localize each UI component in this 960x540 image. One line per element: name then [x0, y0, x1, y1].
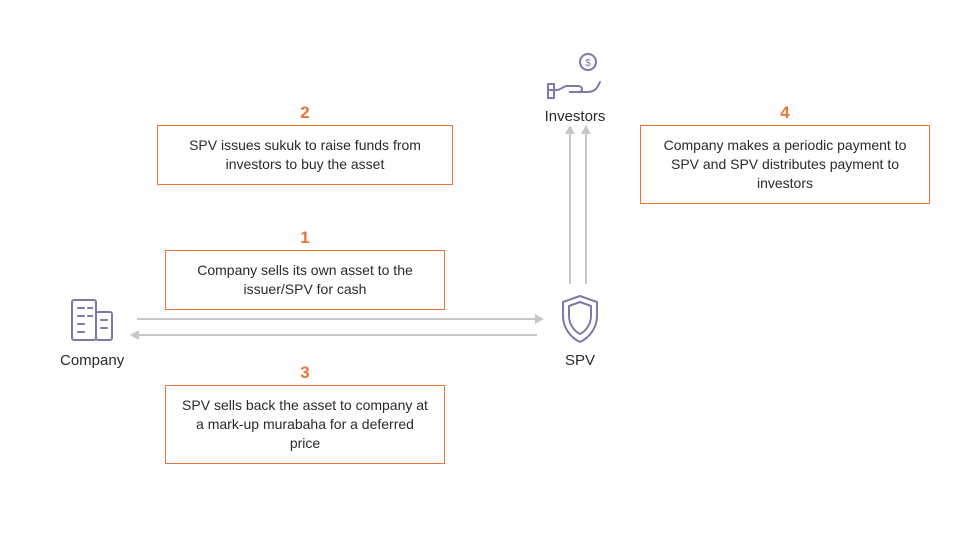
- step-4-number: 4: [770, 103, 800, 123]
- step-3-number: 3: [290, 363, 320, 383]
- hand-coin-icon: $: [540, 50, 610, 102]
- step-2-number: 2: [290, 103, 320, 123]
- step-1-box: Company sells its own asset to the issue…: [165, 250, 445, 310]
- entity-company-label: Company: [60, 352, 124, 369]
- entity-investors-label: Investors: [545, 108, 606, 125]
- entity-investors: $ Investors: [540, 50, 610, 125]
- shield-icon: [555, 290, 605, 346]
- entity-spv: SPV: [555, 290, 605, 369]
- step-3-box: SPV sells back the asset to company at a…: [165, 385, 445, 464]
- step-4-box: Company makes a periodic payment to SPV …: [640, 125, 930, 204]
- step-2-box: SPV issues sukuk to raise funds from inv…: [157, 125, 453, 185]
- entity-spv-label: SPV: [565, 352, 595, 369]
- step-1-number: 1: [290, 228, 320, 248]
- building-icon: [64, 290, 120, 346]
- svg-text:$: $: [585, 58, 591, 69]
- entity-company: Company: [60, 290, 124, 369]
